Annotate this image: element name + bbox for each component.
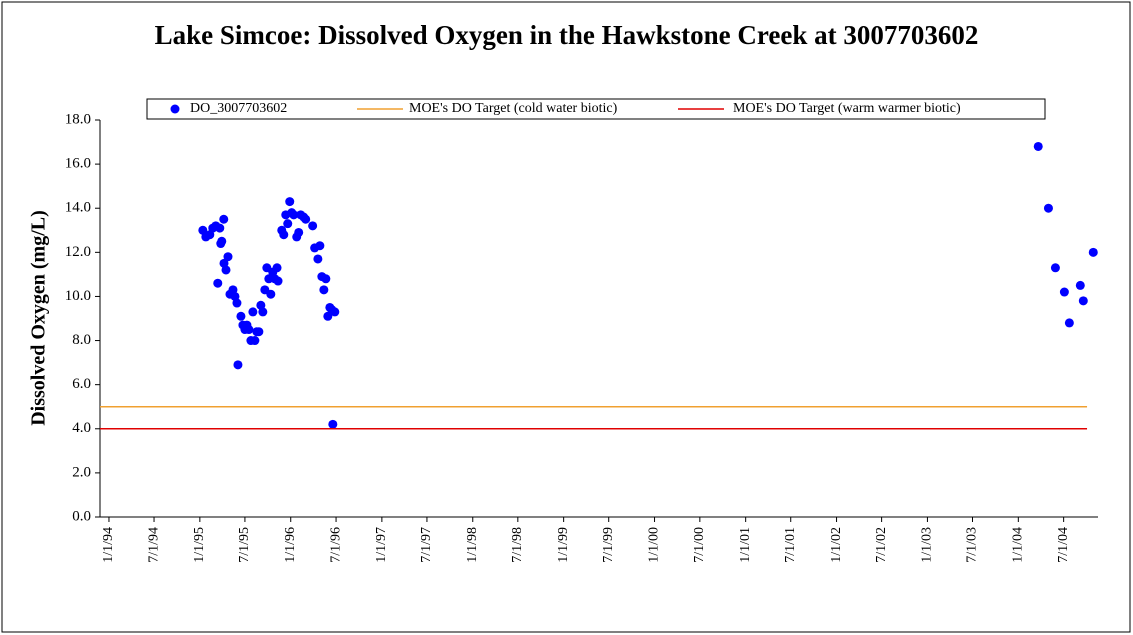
data-point [1043,203,1053,213]
data-point [1064,318,1074,328]
x-tick-label: 1/1/03 [920,527,935,563]
x-tick-label: 7/1/94 [146,527,161,563]
x-tick-label: 7/1/02 [874,527,889,563]
x-tick-label: 1/1/97 [374,527,389,563]
x-tick-label: 7/1/01 [783,527,798,563]
x-tick-label: 7/1/96 [328,527,343,563]
y-tick-label: 6.0 [72,376,91,392]
data-point [301,214,311,224]
data-point [1059,287,1069,297]
legend-label: DO_3007703602 [190,101,287,116]
x-tick-label: 1/1/00 [647,527,662,563]
data-point [1078,296,1088,306]
data-point [258,307,268,317]
data-point [219,214,229,224]
data-point [308,221,318,231]
y-tick-label: 0.0 [72,508,91,524]
data-point [328,419,338,429]
legend-box [146,98,1046,120]
y-tick-label: 8.0 [72,332,91,348]
data-point [250,336,260,346]
y-tick-label: 16.0 [65,156,91,172]
data-point [323,311,333,321]
legend-marker [170,104,180,114]
data-point [244,325,254,335]
data-point [233,360,243,370]
x-tick-label: 7/1/00 [692,527,707,563]
legend-label: MOE's DO Target (cold water biotic) [409,101,618,116]
data-point [283,219,293,229]
y-tick-label: 2.0 [72,464,91,480]
x-tick-label: 1/1/94 [101,527,116,563]
x-tick-label: 1/1/96 [283,527,298,563]
data-point [294,227,304,237]
data-point [236,311,246,321]
data-point [315,241,325,251]
x-tick-label: 7/1/03 [965,527,980,563]
data-point [254,327,264,337]
legend-label: MOE's DO Target (warm warmer biotic) [733,101,961,116]
data-point [289,210,299,220]
x-tick-label: 1/1/95 [192,527,207,563]
y-axis-label: Dissolved Oxygen (mg/L) [28,210,50,426]
data-point [272,263,282,273]
x-tick-label: 1/1/02 [829,527,844,563]
x-tick-label: 7/1/04 [1056,527,1071,563]
y-tick-label: 12.0 [65,244,91,260]
data-point [319,285,329,295]
data-point [1075,280,1085,290]
x-tick-label: 7/1/98 [510,527,525,563]
data-point [248,307,258,317]
data-point [321,274,331,284]
y-tick-label: 14.0 [65,200,91,216]
data-point [217,236,227,246]
chart-title: Lake Simcoe: Dissolved Oxygen in the Haw… [154,20,979,50]
data-point [223,252,233,262]
data-point [285,197,295,207]
x-tick-label: 1/1/04 [1011,527,1026,563]
data-point [273,276,283,286]
data-point [213,278,223,288]
x-tick-label: 7/1/99 [601,527,616,563]
data-point [232,298,242,308]
data-point [1050,263,1060,273]
x-tick-label: 7/1/95 [237,527,252,563]
x-tick-label: 1/1/01 [738,527,753,563]
data-point [215,223,225,233]
data-point [330,307,340,317]
data-point [279,230,289,240]
data-point [313,254,323,264]
data-point [221,265,231,275]
x-tick-label: 1/1/99 [556,527,571,563]
data-point [1033,141,1043,151]
x-tick-label: 1/1/98 [465,527,480,563]
data-point [1088,247,1098,257]
y-tick-label: 4.0 [72,420,91,436]
data-point [266,289,276,299]
y-tick-label: 18.0 [65,111,91,127]
x-tick-label: 7/1/97 [419,527,434,563]
y-tick-label: 10.0 [65,288,91,304]
